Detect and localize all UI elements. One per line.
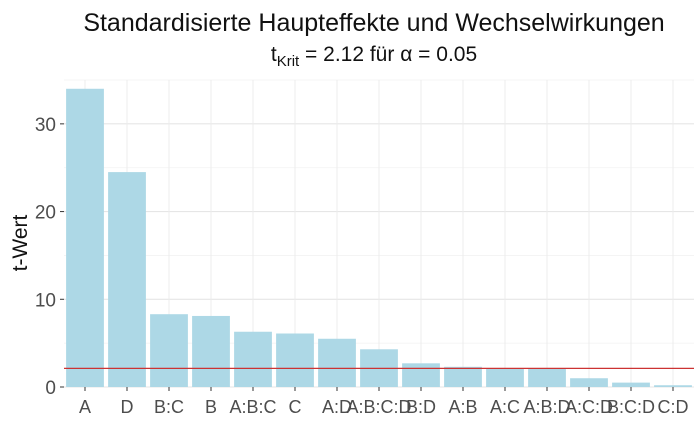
- x-axis-ticks: A D B:C B A:B:C C A:DA:B:C:DB:D A:B A:C A:B:DA:C:…: [79, 387, 689, 417]
- x-tick-label: A:B:C: [229, 397, 276, 417]
- x-tick-label: D: [121, 397, 134, 417]
- y-axis-label: t-Wert: [9, 214, 32, 271]
- x-tick-label: B:C: [154, 397, 184, 417]
- y-tick-label: 10: [35, 290, 56, 311]
- bar-d: [108, 172, 146, 387]
- bar-a-b-c: [234, 331, 272, 387]
- bar-c-d: [654, 385, 692, 387]
- subtitle-alpha-rest: = 0.05: [412, 43, 477, 66]
- bar-a-b-d: [528, 368, 566, 387]
- x-tick-label: A:C: [490, 397, 520, 417]
- x-tick-label: C: [289, 397, 302, 417]
- bar-a: [66, 88, 104, 388]
- bar-a-c-d: [570, 378, 608, 387]
- x-tick-label: A:D: [322, 397, 352, 417]
- x-tick-label: A:C:D: [565, 397, 613, 417]
- bar-c: [276, 333, 314, 387]
- bar-b-c: [150, 314, 188, 387]
- y-axis-ticks: 0 10 20 30: [35, 115, 64, 399]
- x-tick-label: B:D: [406, 397, 436, 417]
- y-tick-label: 30: [35, 115, 56, 136]
- bar-b: [192, 315, 230, 387]
- x-tick-label: A:B:C:D: [346, 397, 411, 417]
- x-tick-label: A:B: [448, 397, 477, 417]
- x-tick-label: B:C:D: [607, 397, 655, 417]
- subtitle-base: t: [271, 43, 277, 66]
- bar-b-d: [402, 363, 440, 387]
- x-tick-label: B: [205, 397, 217, 417]
- x-tick-label: A: [79, 397, 91, 417]
- x-tick-label: C:D: [658, 397, 689, 417]
- bar-a-d: [318, 338, 356, 387]
- subtitle-alpha: α: [400, 43, 412, 66]
- bar-b-c-d: [612, 382, 650, 387]
- subtitle-subscript: Krit: [277, 53, 300, 70]
- chart-title: Standardisierte Haupteffekte und Wechsel…: [83, 9, 664, 37]
- y-tick-label: 20: [35, 203, 56, 224]
- x-tick-label: A:B:D: [523, 397, 570, 417]
- subtitle-rest: = 2.12 für: [299, 43, 400, 66]
- chart-subtitle: tKrit = 2.12 für α = 0.05: [271, 43, 477, 70]
- bar-a-b: [444, 366, 482, 387]
- y-tick-label: 0: [45, 378, 56, 399]
- bar-a-c: [486, 368, 524, 387]
